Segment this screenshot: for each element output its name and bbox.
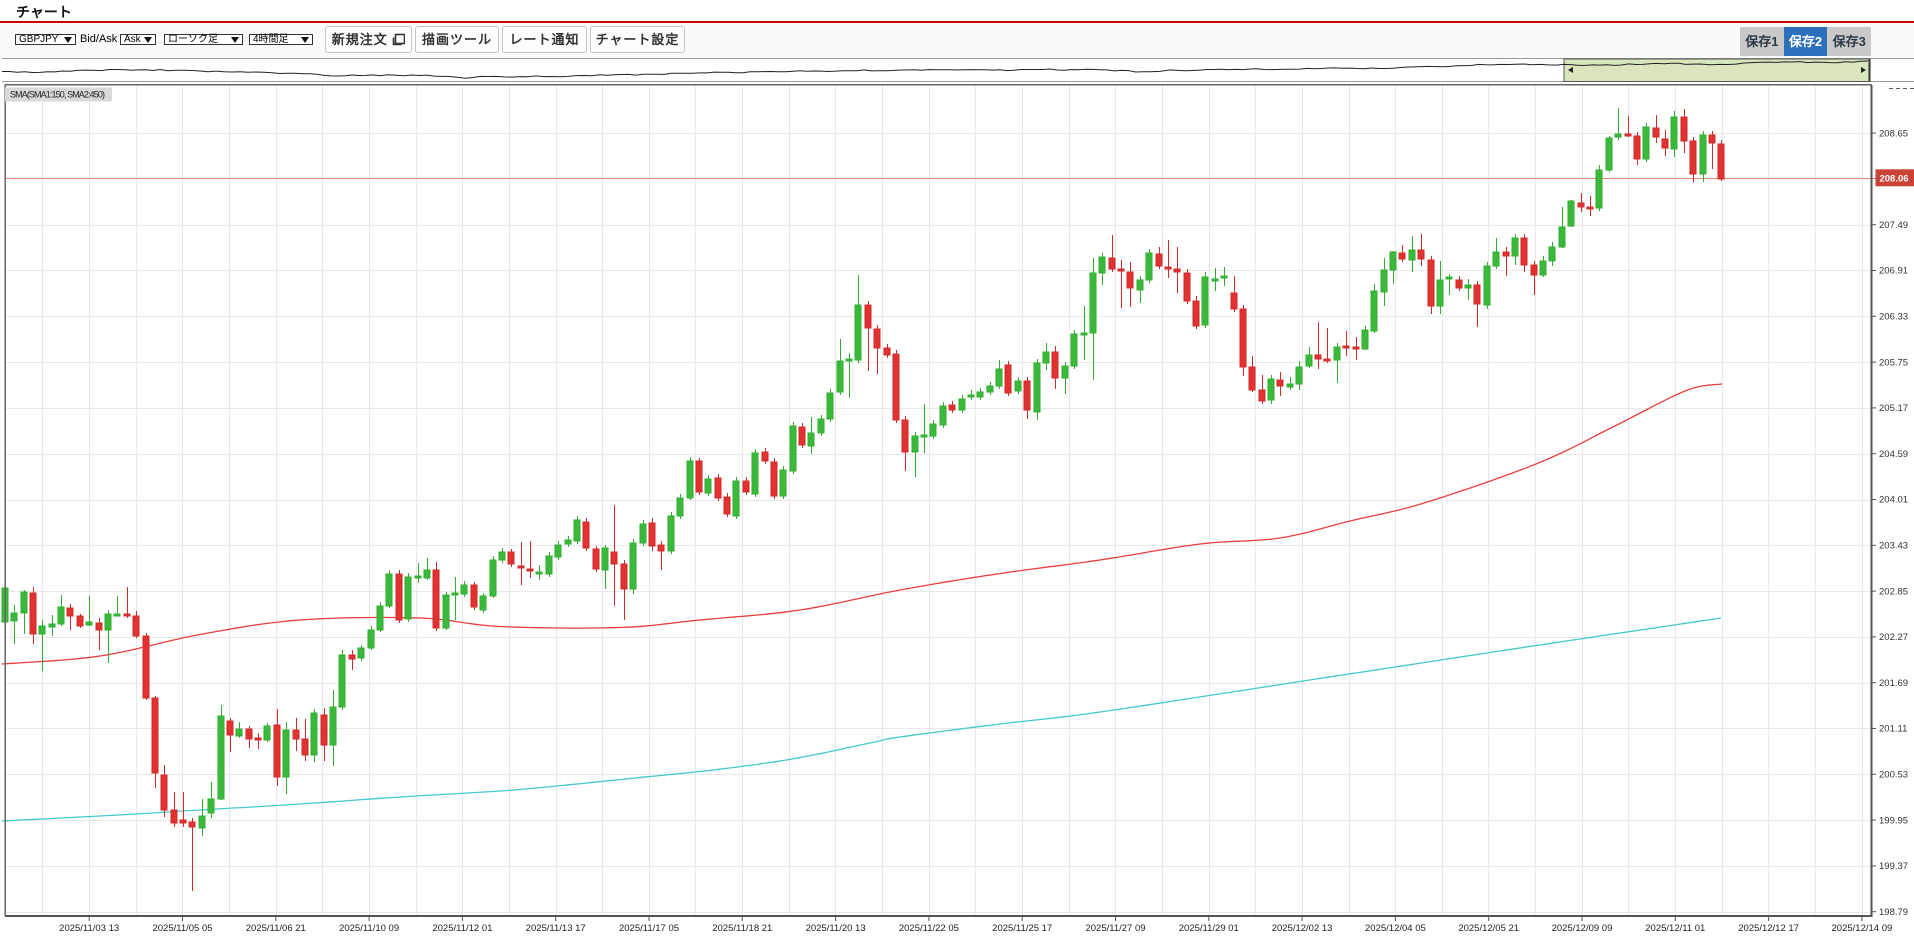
svg-text:202.27: 202.27 <box>1879 632 1908 643</box>
svg-text:2025/11/22 05: 2025/11/22 05 <box>899 923 959 934</box>
svg-text:200.53: 200.53 <box>1879 770 1908 781</box>
svg-text:2025/11/12 01: 2025/11/12 01 <box>432 923 492 934</box>
svg-text:2025/11/27 09: 2025/11/27 09 <box>1085 923 1145 934</box>
svg-text:2025/12/12 17: 2025/12/12 17 <box>1738 923 1799 934</box>
svg-text:205.75: 205.75 <box>1879 357 1908 368</box>
svg-text:2025/12/11 01: 2025/12/11 01 <box>1645 923 1705 934</box>
svg-text:208.65: 208.65 <box>1879 128 1908 139</box>
svg-text:2025/11/06 21: 2025/11/06 21 <box>246 923 306 934</box>
svg-text:208.06: 208.06 <box>1879 173 1908 184</box>
svg-text:205.17: 205.17 <box>1879 403 1908 414</box>
svg-text:2025/12/05 21: 2025/12/05 21 <box>1458 923 1519 934</box>
svg-text:2025/11/18 21: 2025/11/18 21 <box>712 923 772 934</box>
svg-text:204.59: 204.59 <box>1879 449 1908 460</box>
svg-text:203.43: 203.43 <box>1879 541 1908 552</box>
svg-text:206.33: 206.33 <box>1879 312 1908 323</box>
svg-text:2025/11/29 01: 2025/11/29 01 <box>1179 923 1239 934</box>
svg-text:2025/11/13 17: 2025/11/13 17 <box>526 923 586 934</box>
svg-text:2025/12/04 05: 2025/12/04 05 <box>1365 923 1426 934</box>
svg-text:198.79: 198.79 <box>1879 907 1908 918</box>
svg-text:2025/12/14 09: 2025/12/14 09 <box>1832 923 1893 934</box>
svg-text:2025/12/02 13: 2025/12/02 13 <box>1272 923 1333 934</box>
svg-text:201.69: 201.69 <box>1879 678 1908 689</box>
svg-text:204.01: 204.01 <box>1879 495 1908 506</box>
svg-text:2025/11/03 13: 2025/11/03 13 <box>59 923 119 934</box>
svg-text:202.85: 202.85 <box>1879 586 1908 597</box>
svg-text:2025/11/05 05: 2025/11/05 05 <box>152 923 212 934</box>
svg-text:199.95: 199.95 <box>1879 815 1908 826</box>
svg-text:201.11: 201.11 <box>1879 724 1907 735</box>
svg-text:2025/11/25 17: 2025/11/25 17 <box>992 923 1052 934</box>
svg-text:SMA(SMA1:150, SMA2:450): SMA(SMA1:150, SMA2:450) <box>10 90 105 100</box>
svg-text:2025/11/17 05: 2025/11/17 05 <box>619 923 679 934</box>
svg-text:206.91: 206.91 <box>1879 266 1908 277</box>
svg-text:2025/12/09 09: 2025/12/09 09 <box>1552 923 1613 934</box>
svg-text:2025/11/20 13: 2025/11/20 13 <box>806 923 866 934</box>
svg-text:207.49: 207.49 <box>1879 220 1908 231</box>
svg-text:2025/11/10 09: 2025/11/10 09 <box>339 923 399 934</box>
svg-text:199.37: 199.37 <box>1879 861 1908 872</box>
